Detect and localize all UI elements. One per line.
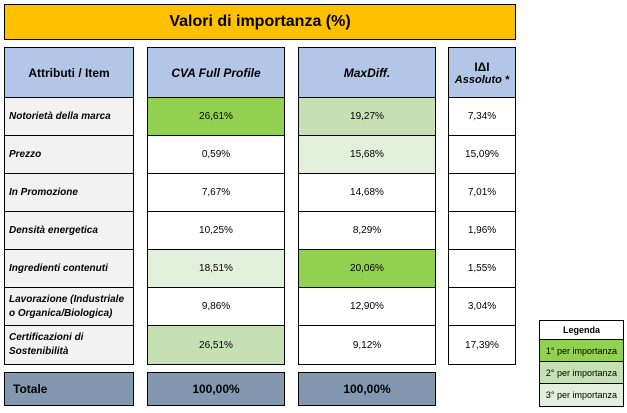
total-label: Totale bbox=[4, 372, 134, 406]
cva-cell: 18,51% bbox=[148, 250, 284, 288]
cva-cell: 7,67% bbox=[148, 174, 284, 212]
cva-column: CVA Full Profile 26,61% 0,59% 7,67% 10,2… bbox=[147, 47, 285, 365]
cva-cell: 26,51% bbox=[148, 326, 284, 364]
abs-diff-cell: 3,04% bbox=[449, 288, 515, 326]
abs-diff-cell: 15,09% bbox=[449, 136, 515, 174]
cva-cell: 26,61% bbox=[148, 98, 284, 136]
legend-title: Legenda bbox=[540, 321, 623, 340]
cva-total: 100,00% bbox=[147, 372, 285, 406]
maxdiff-header: MaxDiff. bbox=[299, 48, 435, 98]
abs-diff-column: IΔI Assoluto * 7,34% 15,09% 7,01% 1,96% … bbox=[448, 47, 516, 365]
maxdiff-cell: 15,68% bbox=[299, 136, 435, 174]
abs-diff-header-symbol: IΔI bbox=[474, 59, 490, 74]
abs-diff-header: IΔI Assoluto * bbox=[449, 48, 515, 98]
maxdiff-total-text: 100,00% bbox=[343, 382, 391, 396]
abs-diff-cell: 17,39% bbox=[465, 339, 499, 351]
legend-item-first: 1° per importanza bbox=[540, 340, 623, 362]
table-row-label: Certificazioni di Sostenibilità bbox=[5, 326, 133, 364]
maxdiff-cell: 20,06% bbox=[299, 250, 435, 288]
attributes-header: Attributi / Item bbox=[5, 48, 133, 98]
abs-diff-cell: 7,34% bbox=[449, 98, 515, 136]
cva-header: CVA Full Profile bbox=[148, 48, 284, 98]
maxdiff-cell: 12,90% bbox=[299, 288, 435, 326]
attributes-column: Attributi / Item Notorietà della marca P… bbox=[4, 47, 134, 365]
table-title: Valori di importanza (%) bbox=[4, 4, 516, 40]
table-row-label: In Promozione bbox=[5, 174, 133, 212]
abs-diff-cell: 7,01% bbox=[449, 174, 515, 212]
cva-cell: 0,59% bbox=[148, 136, 284, 174]
table-row-label: Prezzo bbox=[5, 136, 133, 174]
cva-total-text: 100,00% bbox=[192, 382, 240, 396]
cva-cell: 9,86% bbox=[148, 288, 284, 326]
total-label-text: Totale bbox=[13, 382, 48, 396]
table-row-label: Ingredienti contenuti bbox=[5, 250, 133, 288]
cva-cell: 10,25% bbox=[148, 212, 284, 250]
legend: Legenda 1° per importanza 2° per importa… bbox=[539, 320, 624, 407]
maxdiff-cell: 19,27% bbox=[299, 98, 435, 136]
legend-item-second: 2° per importanza bbox=[540, 362, 623, 384]
maxdiff-cell: 14,68% bbox=[299, 174, 435, 212]
abs-diff-cell: 1,96% bbox=[449, 212, 515, 250]
legend-item-third: 3° per importanza bbox=[540, 384, 623, 406]
table-row-label: Densità energetica bbox=[5, 212, 133, 250]
table-row-label: Notorietà della marca bbox=[5, 98, 133, 136]
maxdiff-cell: 8,29% bbox=[299, 212, 435, 250]
table-row-label: Lavorazione (Industriale o Organica/Biol… bbox=[5, 288, 133, 326]
maxdiff-total: 100,00% bbox=[298, 372, 436, 406]
abs-diff-cell: 1,55% bbox=[449, 250, 515, 288]
abs-diff-header-label: Assoluto * bbox=[454, 73, 510, 86]
maxdiff-cell: 9,12% bbox=[352, 339, 382, 351]
maxdiff-column: MaxDiff. 19,27% 15,68% 14,68% 8,29% 20,0… bbox=[298, 47, 436, 365]
